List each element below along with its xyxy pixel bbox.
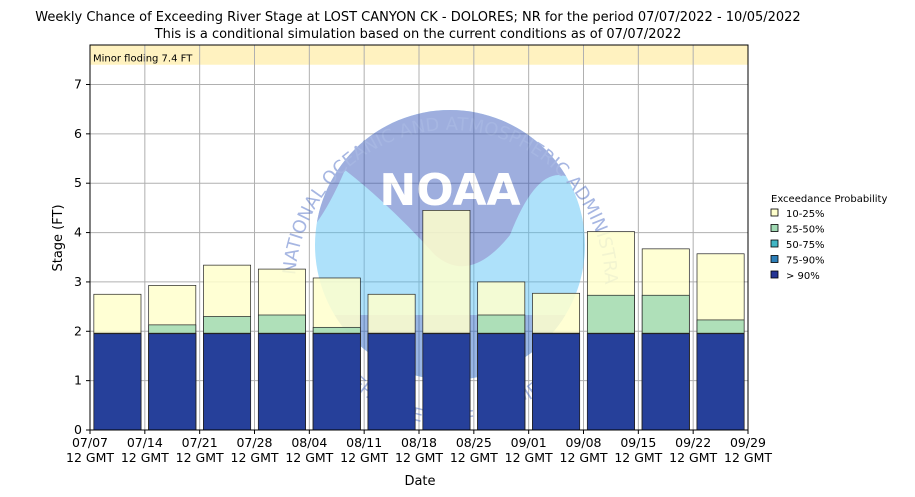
x-tick-label-time: 12 GMT <box>340 450 388 465</box>
x-tick-label-time: 12 GMT <box>176 450 224 465</box>
legend-swatch <box>770 270 779 279</box>
x-tick-label-date: 07/14 <box>127 435 163 450</box>
legend-label: 50-75% <box>786 240 825 251</box>
x-tick-label-date: 09/15 <box>620 435 656 450</box>
bar-90-0 <box>93 333 142 431</box>
chart-title: Weekly Chance of Exceeding River Stage a… <box>35 10 800 25</box>
y-tick-label: 4 <box>74 225 82 240</box>
x-tick-label-time: 12 GMT <box>505 450 553 465</box>
x-tick-label-time: 12 GMT <box>560 450 608 465</box>
legend-swatch <box>770 255 779 263</box>
y-tick-label: 1 <box>74 373 82 388</box>
bar-90-1 <box>148 333 197 431</box>
x-tick-label-time: 12 GMT <box>121 450 169 465</box>
x-tick-label-time: 12 GMT <box>614 450 662 465</box>
x-tick-label-date: 08/18 <box>401 435 437 450</box>
bar-90-9 <box>586 333 635 431</box>
x-tick-label-time: 12 GMT <box>395 450 443 465</box>
y-tick-label: 6 <box>74 126 82 141</box>
bar-90-5 <box>367 333 416 431</box>
x-tick-label-time: 12 GMT <box>231 450 279 465</box>
legend-label: 10-25% <box>786 209 825 220</box>
bar-90-7 <box>477 333 526 431</box>
x-tick-label-date: 07/07 <box>72 435 108 450</box>
x-tick-label-date: 08/25 <box>456 435 492 450</box>
x-tick-label-time: 12 GMT <box>66 450 114 465</box>
bar-90-4 <box>312 333 361 431</box>
x-axis-label: Date <box>404 474 435 489</box>
y-tick-label: 7 <box>74 76 82 91</box>
bar-90-11 <box>696 333 745 431</box>
x-tick-label-date: 09/22 <box>675 435 711 450</box>
x-tick-label-date: 07/21 <box>182 435 218 450</box>
bar-90-2 <box>203 333 252 431</box>
watermark-logo-text: NOAA <box>379 165 520 216</box>
x-tick-label-date: 09/01 <box>511 435 547 450</box>
x-tick-label-time: 12 GMT <box>669 450 717 465</box>
bar-90-6 <box>422 333 471 431</box>
x-tick-label-date: 08/04 <box>291 435 327 450</box>
bar-90-3 <box>257 333 306 431</box>
flood-band-label: Minor floding 7.4 FT <box>93 54 193 65</box>
y-tick-label: 5 <box>74 175 82 190</box>
legend-label: 25-50% <box>786 225 825 236</box>
x-tick-label-date: 09/29 <box>730 435 766 450</box>
x-tick-label-date: 08/11 <box>346 435 382 450</box>
legend: Exceedance Probability 10-25% 25-50% 50-75… <box>770 194 887 282</box>
watermark-bird <box>315 110 585 267</box>
x-tick-label-time: 12 GMT <box>724 450 772 465</box>
y-tick-label: 3 <box>74 274 82 289</box>
x-tick-label-date: 09/08 <box>565 435 601 450</box>
legend-swatch <box>770 239 779 248</box>
legend-label: > 90% <box>786 271 820 282</box>
legend-label: 75-90% <box>786 256 825 267</box>
legend-swatch <box>770 224 779 232</box>
x-tick-label-time: 12 GMT <box>285 450 333 465</box>
legend-swatch <box>770 208 779 217</box>
y-tick-label: 2 <box>74 323 82 338</box>
y-axis-label: Stage (FT) <box>51 204 66 271</box>
y-tick-label: 0 <box>74 422 82 437</box>
legend-title: Exceedance Probability <box>771 194 887 205</box>
x-tick-label-date: 07/28 <box>236 435 272 450</box>
bar-90-8 <box>532 333 581 431</box>
bar-90-10 <box>641 333 690 431</box>
x-tick-label-time: 12 GMT <box>450 450 498 465</box>
chart-subtitle: This is a conditional simulation based o… <box>154 27 682 42</box>
